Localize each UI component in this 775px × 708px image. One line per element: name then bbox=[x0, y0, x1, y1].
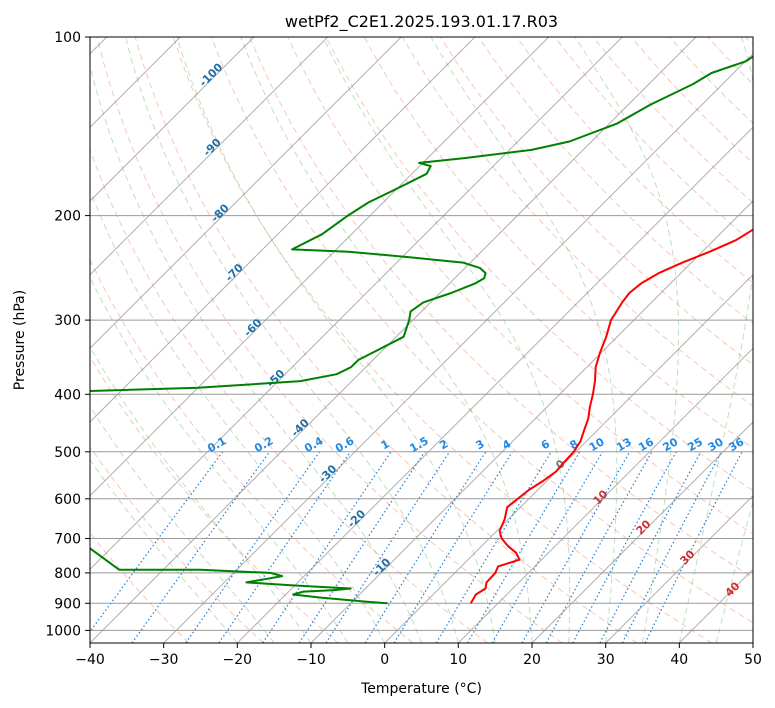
moist-adiabat-line bbox=[715, 499, 753, 643]
dry-adiabats bbox=[90, 37, 753, 643]
dry-adiabat-line bbox=[172, 37, 712, 643]
dry-adiabat-line bbox=[325, 37, 753, 492]
pressure-grid bbox=[90, 37, 753, 631]
moist-adiabat-line bbox=[240, 37, 533, 643]
mixing-ratio-line bbox=[325, 451, 451, 643]
x-tick-label: −40 bbox=[75, 652, 105, 668]
mixing-ratio-line bbox=[262, 451, 392, 643]
x-tick-label: 30 bbox=[597, 652, 615, 668]
isotherm-line bbox=[90, 37, 476, 423]
y-tick-label: 400 bbox=[54, 387, 81, 403]
moist-adiabat-line bbox=[125, 37, 459, 643]
x-tick-label: −10 bbox=[296, 652, 326, 668]
profiles bbox=[90, 55, 753, 605]
isotherm-line bbox=[384, 273, 753, 643]
dry-adiabat-line bbox=[90, 258, 414, 643]
y-tick-label: 600 bbox=[54, 492, 81, 508]
chart-title: wetPf2_C2E1.2025.193.01.17.R03 bbox=[285, 12, 558, 32]
y-tick-label: 500 bbox=[54, 445, 81, 461]
mixing-ratio-labels: 0.1 0.2 0.4 0.6 1 1.5 2 3 4 6 8 10 13 16 20 25 30 36 bbox=[205, 434, 746, 455]
mixing-ratio-line bbox=[521, 451, 631, 643]
moist-adiabat-line bbox=[90, 189, 386, 643]
isotherm-line bbox=[310, 200, 753, 643]
moist-adiabat-line bbox=[90, 63, 422, 643]
x-tick-label: 20 bbox=[523, 652, 541, 668]
dry-adiabat-line bbox=[96, 37, 563, 643]
isotherm-line bbox=[90, 37, 623, 571]
isotherm-line bbox=[90, 37, 550, 497]
moist-adiabat-line bbox=[678, 37, 753, 643]
x-tick-label: −20 bbox=[223, 652, 253, 668]
x-tick-label: 0 bbox=[380, 652, 389, 668]
isotherm-line bbox=[90, 37, 402, 350]
isotherm-line bbox=[163, 52, 753, 643]
isotherm-line bbox=[236, 126, 753, 643]
y-tick-label: 300 bbox=[54, 313, 81, 329]
mixing-ratio-line bbox=[435, 451, 552, 643]
dry-adiabat-line bbox=[516, 37, 753, 284]
y-axis-label: Pressure (hPa) bbox=[12, 290, 28, 390]
isotherm-line bbox=[605, 494, 753, 643]
x-axis-label: Temperature (°C) bbox=[360, 681, 482, 697]
y-tick-label: 1000 bbox=[45, 623, 81, 639]
temperature-profile-line bbox=[469, 228, 753, 604]
mixing-ratio-lines bbox=[90, 451, 743, 643]
moist-adiabat-line bbox=[430, 37, 618, 643]
mixing-ratio-line bbox=[545, 451, 653, 643]
moist-adiabat-line bbox=[176, 37, 496, 643]
x-axis-ticks: −40 −30 −20 −10 0 10 20 30 40 50 bbox=[75, 643, 762, 668]
y-axis-ticks: 100 200 300 400 500 600 700 800 900 1000 bbox=[45, 30, 90, 639]
isotherm-line bbox=[457, 347, 753, 643]
mixing-ratio-line bbox=[218, 451, 351, 643]
dry-adiabat-line bbox=[249, 37, 753, 579]
y-tick-label: 700 bbox=[54, 532, 81, 548]
moist-adiabat-line bbox=[90, 276, 349, 643]
x-tick-label: −30 bbox=[149, 652, 179, 668]
mixing-ratio-line bbox=[298, 451, 426, 643]
isotherm-line bbox=[90, 37, 255, 202]
dewpoint-profile-line bbox=[90, 55, 753, 605]
x-tick-label: 40 bbox=[670, 652, 688, 668]
mixing-ratio-line bbox=[644, 451, 743, 643]
y-tick-label: 200 bbox=[54, 209, 81, 225]
y-tick-label: 800 bbox=[54, 566, 81, 582]
dry-adiabat-line bbox=[287, 37, 753, 535]
y-tick-label: 900 bbox=[54, 596, 81, 612]
isotherm-line bbox=[531, 421, 753, 643]
isotherm-grid bbox=[90, 37, 753, 643]
y-tick-label: 100 bbox=[54, 30, 81, 46]
mixing-ratio-line bbox=[364, 451, 487, 643]
dry-adiabat-line bbox=[211, 37, 753, 624]
mixing-ratio-line bbox=[572, 451, 677, 643]
x-tick-label: 50 bbox=[744, 652, 762, 668]
isotherm-line bbox=[90, 37, 697, 643]
plot-frame bbox=[89, 36, 754, 644]
dry-adiabat-line bbox=[90, 445, 264, 643]
moist-adiabats bbox=[90, 37, 753, 643]
dry-adiabat-line bbox=[90, 355, 339, 643]
mixing-ratio-line bbox=[90, 451, 224, 633]
moist-adiabat-line bbox=[90, 458, 238, 643]
mixing-ratio-line bbox=[599, 451, 702, 643]
mixing-ratio-line bbox=[185, 451, 321, 643]
mixing-ratio-line bbox=[131, 451, 271, 643]
x-tick-label: 10 bbox=[449, 652, 467, 668]
plot-area: 0.1 0.2 0.4 0.6 1 1.5 2 3 4 6 8 10 13 16 20 25 30 36 -100… bbox=[90, 37, 753, 643]
dry-adiabat-line bbox=[134, 37, 638, 643]
moist-adiabat-line bbox=[574, 37, 679, 643]
moist-adiabat-line bbox=[90, 405, 275, 643]
isotherm-line bbox=[90, 37, 329, 276]
